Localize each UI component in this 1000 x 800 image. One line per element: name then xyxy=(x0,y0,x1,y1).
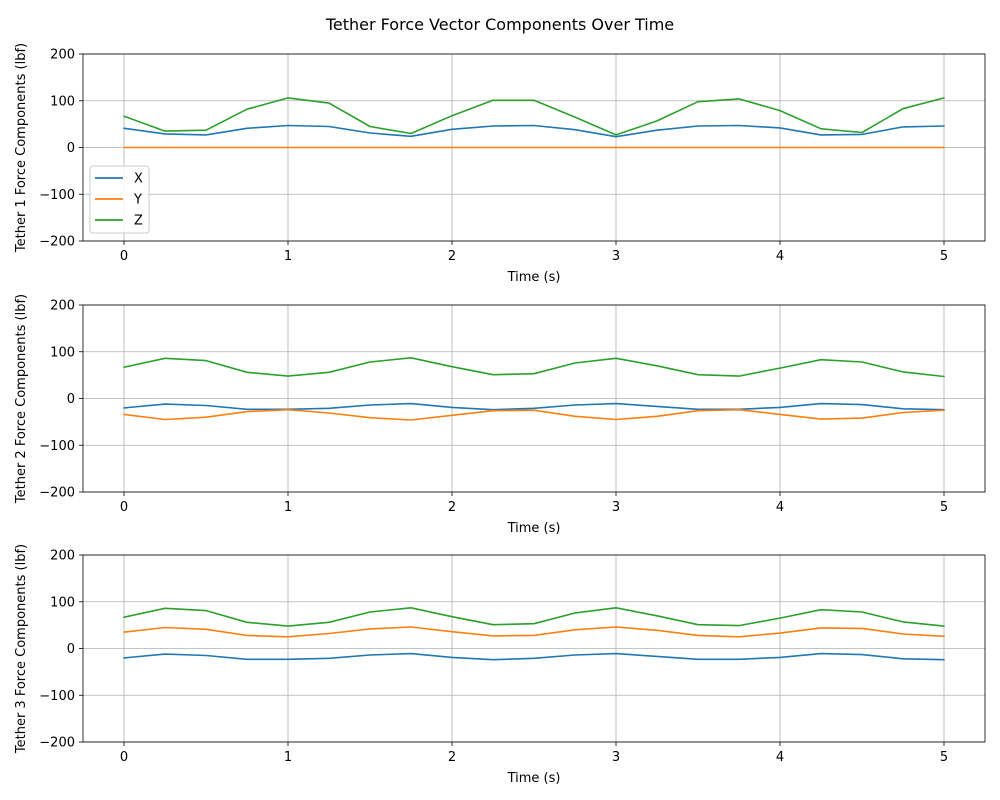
x-tick-label: 3 xyxy=(612,500,620,515)
x-tick-label: 5 xyxy=(940,249,948,264)
series-line-x xyxy=(123,652,945,661)
y-tick-label: 0 xyxy=(67,642,75,657)
legend: XYZ xyxy=(89,165,150,234)
y-tick-label: 200 xyxy=(50,299,75,314)
x-tick-label: 0 xyxy=(120,500,128,515)
y-tick-label: −100 xyxy=(39,689,75,704)
y-tick-label: −200 xyxy=(39,486,75,501)
y-tick-label: 0 xyxy=(67,141,75,156)
y-tick-label: 0 xyxy=(67,392,75,407)
y-axis-label: Tether 1 Force Components (lbf) xyxy=(14,43,29,253)
figure-title: Tether Force Vector Components Over Time xyxy=(325,15,674,34)
series-line-x xyxy=(123,124,945,138)
y-tick-label: −200 xyxy=(39,235,75,250)
legend-label-z: Z xyxy=(134,214,143,229)
y-axis-label: Tether 3 Force Components (lbf) xyxy=(14,544,29,754)
y-tick-label: 100 xyxy=(50,595,75,610)
y-tick-label: 100 xyxy=(50,94,75,109)
x-tick-label: 5 xyxy=(940,500,948,515)
x-tick-label: 2 xyxy=(448,249,456,264)
x-tick-label: 4 xyxy=(776,500,784,515)
series-line-x xyxy=(123,402,945,411)
series-line-y xyxy=(123,408,945,421)
chart-panel-1: 0 1 2 3 4 5 −200 −100 0 100 200 Time (s) Tether 1 Fo… xyxy=(14,43,986,285)
x-tick-label: 3 xyxy=(612,750,620,765)
x-axis-label: Time (s) xyxy=(507,270,561,285)
series-line-y xyxy=(123,626,945,638)
y-tick-label: 200 xyxy=(50,549,75,564)
x-tick-label: 1 xyxy=(284,249,292,264)
x-tick-label: 0 xyxy=(120,750,128,765)
y-tick-label: 200 xyxy=(50,48,75,63)
x-tick-label: 1 xyxy=(284,750,292,765)
x-tick-label: 2 xyxy=(448,500,456,515)
series-line-z xyxy=(123,97,945,136)
x-axis-label: Time (s) xyxy=(507,521,561,536)
y-tick-label: 100 xyxy=(50,345,75,360)
x-axis-label: Time (s) xyxy=(507,771,561,786)
x-tick-label: 4 xyxy=(776,249,784,264)
y-tick-label: −100 xyxy=(39,439,75,454)
x-tick-label: 4 xyxy=(776,750,784,765)
x-tick-label: 2 xyxy=(448,750,456,765)
y-tick-label: −100 xyxy=(39,188,75,203)
legend-label-x: X xyxy=(134,172,143,187)
series-line-z xyxy=(123,356,945,378)
chart-panel-2: 0 1 2 3 4 5 −200 −100 0 100 200 Time (s) Tether 2 Fo… xyxy=(14,294,986,536)
x-tick-label: 3 xyxy=(612,249,620,264)
series-line-z xyxy=(123,606,945,627)
chart-panel-3: 0 1 2 3 4 5 −200 −100 0 100 200 Time (s) Tether 3 Fo… xyxy=(14,544,986,786)
x-tick-label: 0 xyxy=(120,249,128,264)
y-axis-label: Tether 2 Force Components (lbf) xyxy=(14,294,29,504)
y-tick-label: −200 xyxy=(39,736,75,751)
x-tick-label: 1 xyxy=(284,500,292,515)
legend-label-y: Y xyxy=(133,193,142,208)
x-tick-label: 5 xyxy=(940,750,948,765)
